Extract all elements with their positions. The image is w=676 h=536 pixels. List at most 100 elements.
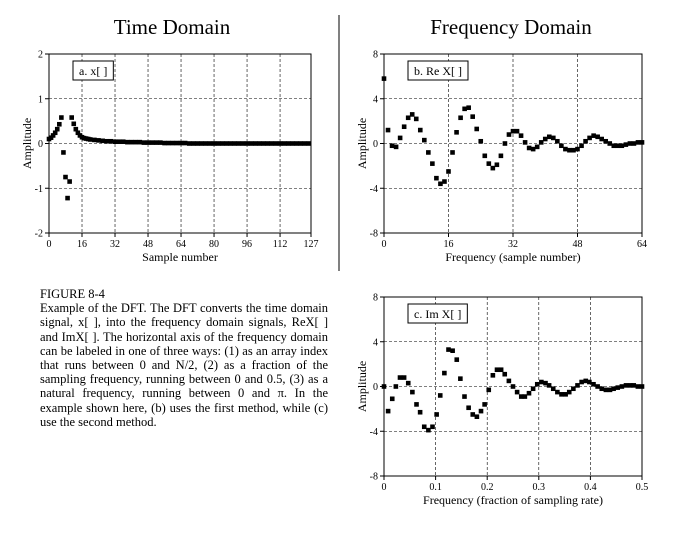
inset-label: c. Im X[ ]: [414, 307, 461, 321]
data-point: [417, 409, 423, 415]
data-point: [410, 389, 415, 395]
data-point: [232, 141, 237, 146]
data-point: [112, 139, 118, 145]
data-point: [149, 140, 155, 145]
data-point: [381, 384, 387, 389]
data-point: [631, 383, 637, 388]
x-axis-label: Frequency (fraction of sampling rate): [423, 493, 603, 507]
data-point: [635, 384, 641, 389]
data-point: [619, 143, 625, 149]
inset-label-box: [407, 60, 469, 81]
data-point: [615, 143, 621, 149]
data-point: [393, 144, 399, 150]
data-point: [67, 179, 72, 184]
data-point: [417, 127, 423, 133]
inset-label-box: [72, 60, 114, 81]
data-point: [559, 143, 564, 149]
data-point: [546, 383, 552, 388]
data-point: [430, 424, 435, 430]
data-point: [555, 138, 560, 144]
inset-label-box: [407, 303, 468, 324]
data-point: [141, 140, 147, 145]
x-tick-label: 127: [304, 239, 319, 250]
data-point: [116, 139, 122, 145]
data-point: [446, 347, 451, 352]
data-point: [178, 140, 184, 146]
x-tick-label: 32: [508, 239, 518, 250]
x-tick-label: 32: [110, 239, 120, 250]
data-point: [277, 141, 283, 146]
data-point: [252, 141, 258, 146]
data-point: [599, 136, 604, 142]
data-point: [502, 141, 508, 146]
data-point: [490, 373, 496, 378]
data-point: [158, 140, 163, 145]
data-point: [442, 179, 447, 184]
data-point: [478, 408, 484, 414]
data-point: [405, 380, 411, 386]
data-point: [587, 135, 592, 141]
x-axis-label: Sample number: [142, 250, 218, 264]
data-point: [269, 141, 275, 146]
data-point: [462, 106, 467, 112]
y-axis-label: Amplitude: [20, 118, 34, 169]
data-point: [207, 141, 213, 146]
data-point: [583, 138, 588, 144]
data-point: [506, 378, 512, 384]
data-point: [389, 143, 395, 149]
data-point: [563, 146, 568, 152]
data-point: [631, 141, 637, 146]
data-point: [619, 384, 625, 389]
data-point: [69, 115, 74, 120]
inset-label: a. x[ ]: [79, 64, 107, 78]
data-point: [494, 367, 500, 373]
data-point: [599, 386, 605, 392]
data-point: [571, 147, 576, 153]
data-point: [482, 402, 487, 407]
data-point: [551, 135, 556, 141]
data-point: [543, 380, 548, 386]
data-point: [486, 387, 492, 393]
data-point: [470, 412, 476, 417]
data-point: [61, 150, 66, 155]
data-point: [54, 126, 60, 132]
data-point: [63, 174, 68, 180]
data-point: [458, 376, 463, 381]
x-tick-label: 112: [273, 239, 288, 250]
data-point: [522, 140, 528, 145]
y-tick-label: 8: [373, 293, 378, 304]
x-tick-label: 64: [637, 239, 647, 250]
y-tick-label: 0: [373, 382, 378, 393]
data-point: [546, 134, 552, 140]
data-point: [615, 385, 621, 390]
data-point: [591, 133, 596, 138]
data-point: [413, 116, 419, 122]
y-axis-label: Amplitude: [355, 361, 369, 412]
inset-label: b. Re X[ ]: [414, 64, 462, 78]
x-tick-label: 64: [176, 239, 186, 250]
data-point: [137, 139, 143, 145]
data-point: [401, 124, 407, 130]
data-point: [195, 141, 200, 146]
data-point: [522, 394, 528, 399]
data-point: [153, 140, 159, 145]
y-tick-label: 2: [38, 50, 43, 61]
data-point: [470, 114, 475, 119]
data-point: [482, 153, 488, 159]
x-tick-label: 0: [382, 239, 387, 250]
caption-title: FIGURE 8-4: [40, 287, 105, 301]
data-point: [474, 414, 480, 420]
data-point: [534, 144, 540, 150]
x-tick-label: 0.4: [584, 482, 597, 493]
data-point: [215, 141, 221, 146]
x-tick-label: 48: [143, 239, 153, 250]
data-point: [635, 140, 641, 145]
data-point: [607, 141, 613, 146]
data-point: [611, 386, 616, 392]
x-tick-label: 80: [209, 239, 219, 250]
data-point: [454, 130, 459, 135]
data-point: [290, 141, 295, 146]
data-point: [393, 384, 399, 389]
